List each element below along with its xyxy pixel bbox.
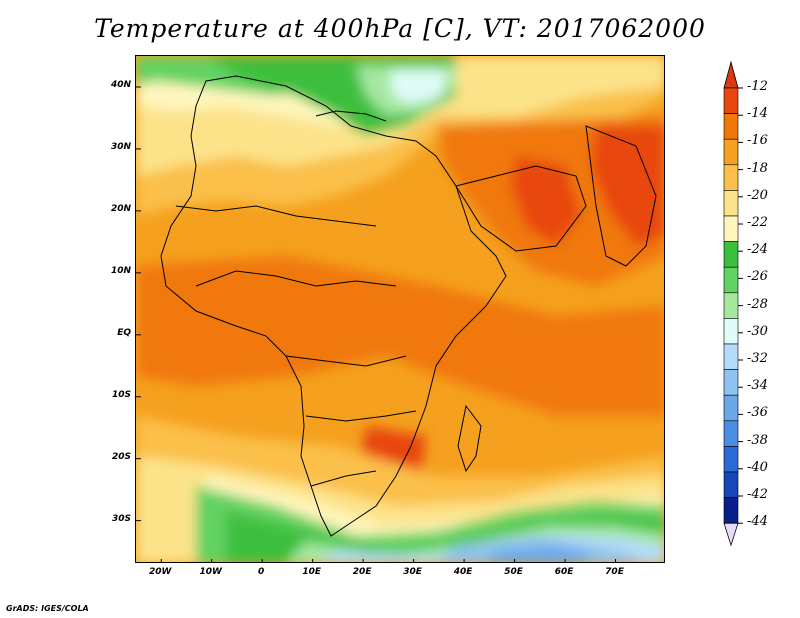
axis-ticks [136, 86, 617, 562]
colorbar-label: -20 [747, 187, 768, 203]
colorbar-swatch [723, 446, 739, 473]
x-tick-label: 10E [302, 567, 321, 577]
colorbar-label: -32 [747, 351, 768, 366]
colorbar-swatch [723, 190, 739, 217]
colorbar-swatch [723, 138, 739, 166]
colorbar-swatch [723, 241, 739, 268]
chart-title: Temperature at 400hPa [C], VT: 201706200… [94, 14, 706, 43]
colorbar-label: -16 [747, 133, 768, 149]
y-tick-label: 40N [110, 79, 131, 90]
x-tick-label: 40E [453, 567, 473, 577]
x-tick-label: 70E [605, 567, 624, 577]
temperature-map [135, 55, 665, 563]
colorbar-bottom-arrow [723, 522, 739, 547]
colorbar-label: -26 [747, 269, 768, 285]
colorbar-swatch [723, 215, 739, 242]
colorbar-label: -18 [747, 160, 768, 176]
colorbar-label: -12 [747, 79, 768, 94]
colorbar-label: -14 [747, 106, 768, 122]
y-tick-label: 30S [111, 513, 131, 524]
map-canvas [136, 56, 664, 562]
colorbar-label: -40 [747, 459, 768, 475]
colorbar-swatch [723, 343, 739, 370]
colorbar-swatch [723, 471, 739, 498]
colorbar-swatch [723, 164, 739, 191]
colorbar-label: -38 [747, 432, 768, 448]
y-tick-label: 10S [111, 389, 131, 400]
colorbar-label: -30 [747, 323, 768, 339]
y-tick-label: 10N [110, 265, 131, 276]
x-tick-label: 30E [403, 567, 422, 577]
x-tick-label: 50E [504, 567, 523, 577]
colorbar-swatch [723, 266, 739, 294]
colorbar-top-arrow [723, 60, 739, 89]
coastlines [160, 75, 657, 537]
x-tick-label: 20E [352, 567, 372, 577]
colorbar-swatch [723, 87, 739, 114]
y-tick-label: 20N [110, 203, 131, 214]
x-tick-label: 10W [199, 567, 222, 577]
colorbar-label: -24 [747, 242, 768, 258]
x-tick-label: 20W [149, 567, 172, 577]
temperature-field [136, 56, 664, 562]
colorbar-swatch [723, 318, 739, 345]
colorbar-swatch [723, 420, 739, 447]
y-tick-label: EQ [117, 327, 131, 338]
colorbar-label: -42 [747, 487, 768, 502]
colorbar-label: -34 [747, 378, 768, 394]
grads-credit: GrADS: IGES/COLA [6, 604, 89, 613]
colorbar-label: -44 [747, 514, 768, 530]
y-tick-label: 20S [111, 451, 131, 462]
y-tick-label: 30N [110, 141, 131, 152]
colorbar-swatch [723, 369, 739, 396]
x-tick-label: 0 [258, 567, 265, 577]
colorbar-swatch [723, 497, 739, 524]
colorbar-label: -36 [747, 405, 768, 421]
colorbar-swatch [723, 394, 739, 422]
x-tick-label: 60E [554, 567, 574, 577]
colorbar-swatch [723, 113, 739, 140]
colorbar-label: -22 [747, 215, 768, 230]
colorbar-swatch [723, 292, 739, 319]
colorbar-label: -28 [747, 296, 768, 312]
